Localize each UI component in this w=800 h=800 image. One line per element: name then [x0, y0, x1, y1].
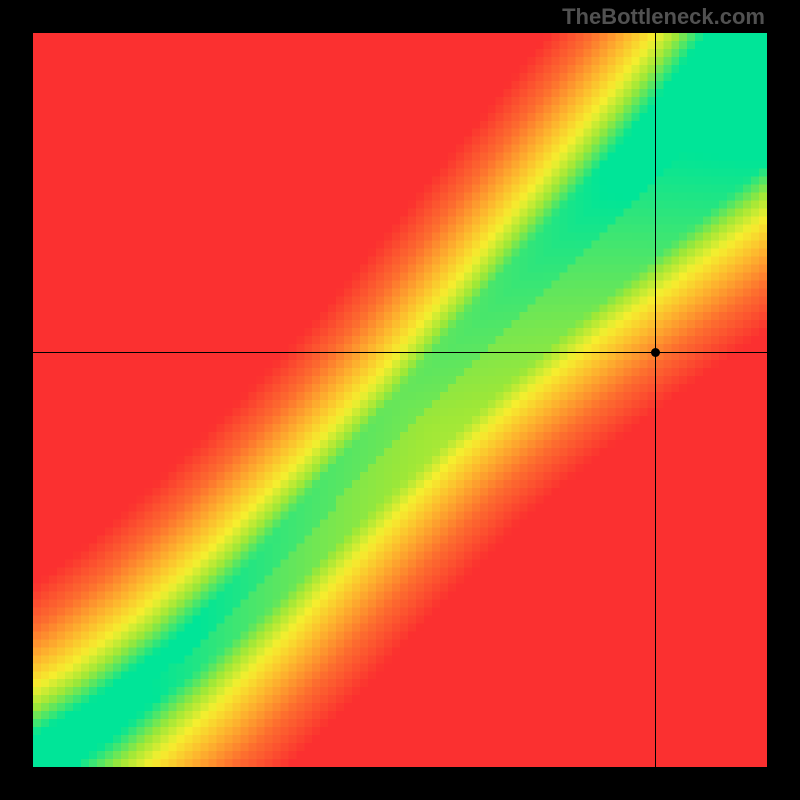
- crosshair-vertical-line: [655, 33, 656, 767]
- crosshair-marker-dot: [651, 348, 660, 357]
- watermark-text: TheBottleneck.com: [562, 4, 765, 30]
- chart-frame: TheBottleneck.com: [0, 0, 800, 800]
- bottleneck-heatmap: [33, 33, 767, 767]
